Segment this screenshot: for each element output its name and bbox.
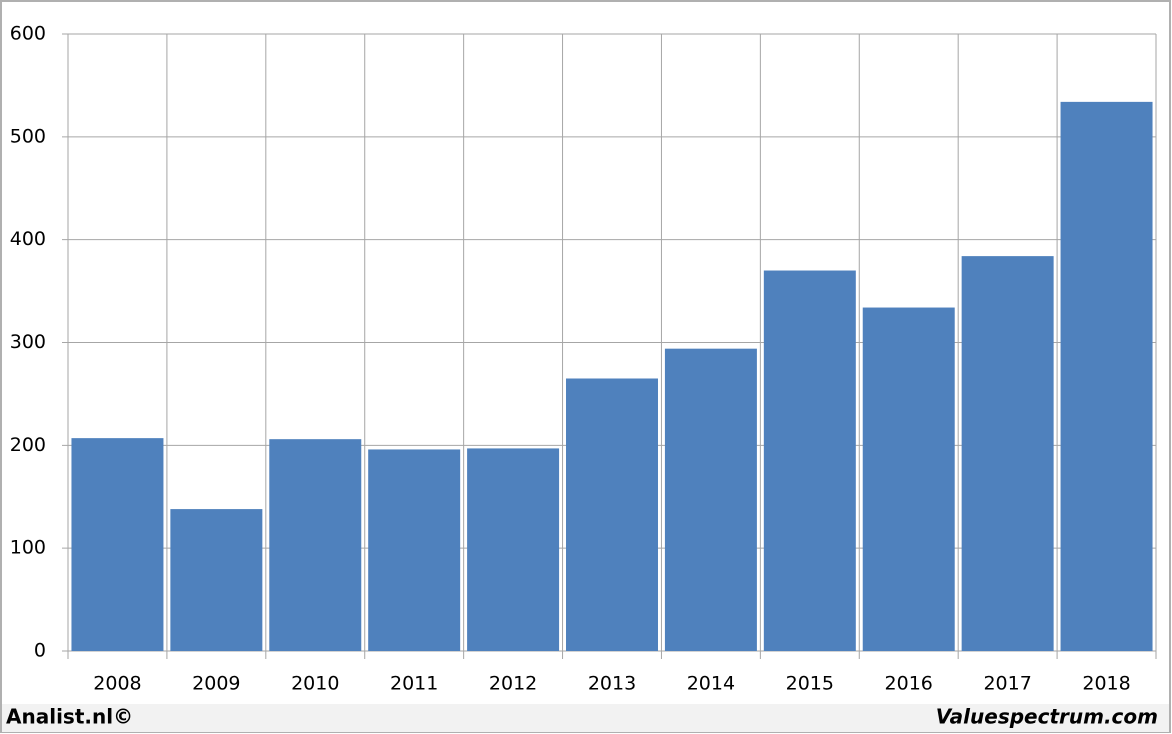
- y-tick-label: 300: [10, 331, 46, 353]
- x-tick-label: 2008: [93, 673, 141, 695]
- y-tick-label: 200: [10, 434, 46, 456]
- bar: [763, 270, 856, 651]
- bar: [961, 256, 1054, 651]
- x-tick-label: 2018: [1082, 673, 1130, 695]
- x-tick-label: 2012: [489, 673, 537, 695]
- x-tick-label: 2010: [291, 673, 339, 695]
- x-tick-label: 2017: [983, 673, 1031, 695]
- x-tick-label: 2009: [192, 673, 240, 695]
- y-tick-label: 0: [34, 640, 46, 662]
- bar: [862, 307, 955, 651]
- bar: [566, 378, 658, 651]
- bar: [71, 438, 164, 651]
- x-tick-label: 2016: [885, 673, 933, 695]
- footer-bar: [2, 704, 1169, 732]
- x-tick-label: 2013: [588, 673, 636, 695]
- y-tick-label: 400: [10, 228, 46, 250]
- y-tick-label: 600: [10, 23, 46, 45]
- footer-right: Valuespectrum.com: [936, 705, 1158, 729]
- bar: [368, 449, 461, 651]
- bar: [1060, 101, 1153, 652]
- x-tick-label: 2011: [390, 673, 438, 695]
- x-tick-label: 2015: [786, 673, 834, 695]
- bar: [664, 348, 757, 651]
- x-tick-label: 2014: [687, 673, 735, 695]
- bar: [170, 509, 263, 651]
- bar: [467, 448, 560, 651]
- bar: [269, 439, 362, 651]
- footer-left: Analist.nl©: [6, 705, 133, 729]
- y-tick-label: 100: [10, 537, 46, 559]
- y-tick-label: 500: [10, 125, 46, 147]
